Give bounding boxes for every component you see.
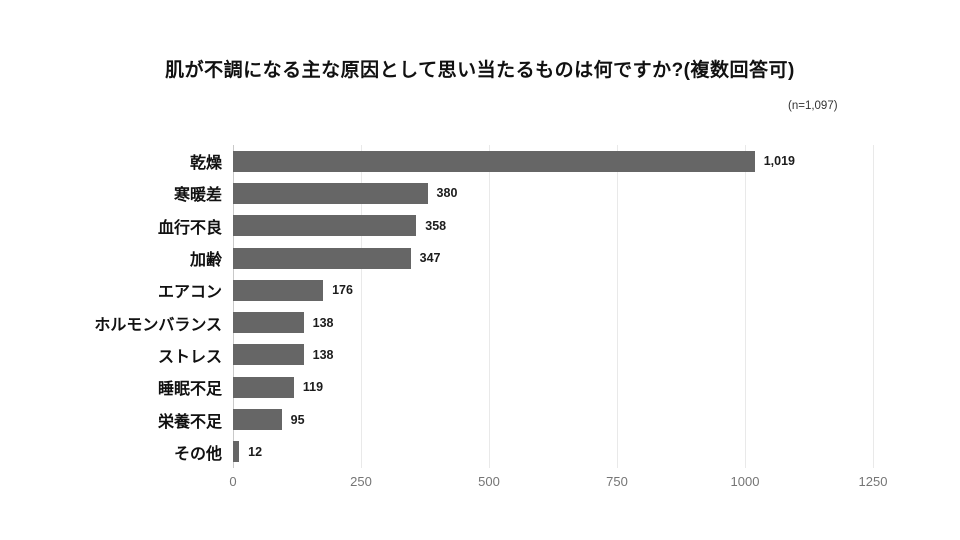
bar-track: 176 [233,274,873,306]
bar-row: 栄養不足 95 [75,403,873,435]
bar-row: ホルモンバランス 138 [75,306,873,338]
bar-track: 95 [233,403,873,435]
x-tick-label: 750 [606,474,628,489]
bar-track: 347 [233,242,873,274]
x-tick-label: 250 [350,474,372,489]
bar-row: 睡眠不足 119 [75,371,873,403]
x-gridline [489,145,490,468]
x-gridline [361,145,362,468]
y-axis-line [233,145,234,468]
x-tick-label: 0 [229,474,237,489]
value-label: 358 [425,218,447,233]
value-label: 119 [302,380,324,395]
x-axis-ticks: 0 250 500 750 1000 1250 [229,474,887,494]
bar [233,150,755,172]
category-label: ストレス [157,348,222,366]
plot-area [233,145,874,468]
bar-track: 358 [233,210,873,242]
value-label: 138 [312,315,334,330]
value-label: 176 [332,283,353,298]
bar-row: 乾燥 1,019 [75,145,873,177]
value-label: 138 [312,347,334,362]
x-gridline [617,145,618,468]
value-label: 347 [419,251,441,266]
category-label: 乾燥 [189,155,222,173]
x-tick-label: 1250 [858,474,888,489]
sample-size-label: (n=1,097) [788,100,838,112]
bar-track: 138 [233,339,873,371]
bar-row: その他 12 [75,436,873,468]
bar-row: 加齢 347 [75,242,873,274]
bar [233,441,240,463]
bar-row: ストレス 138 [75,339,873,371]
bar [233,215,417,237]
bar-row: 血行不良 358 [75,210,873,242]
chart-title: 肌が不調になる主な原因として思い当たるものは何ですか?(複数回答可) [165,60,795,81]
bar-row: エアコン 176 [75,274,873,306]
bar [233,247,411,269]
category-label: 血行不良 [157,219,222,237]
x-gridline [745,145,746,468]
bar [233,344,304,366]
x-gridline [873,145,874,468]
x-tick-label: 1000 [730,474,760,489]
bar-track: 380 [233,177,873,209]
bar-row: 寒暖差 380 [75,177,873,209]
category-label: その他 [173,445,222,463]
bar [233,312,304,334]
value-label: 95 [290,412,305,427]
bar-track: 12 [233,436,873,468]
value-label: 380 [436,186,458,201]
category-label: ホルモンバランス [94,316,222,334]
bar [233,279,324,301]
bar-track: 138 [233,306,873,338]
bar-track: 1,019 [233,145,873,177]
category-label: 加齢 [189,252,222,270]
category-label: 栄養不足 [157,413,222,431]
category-label: 睡眠不足 [157,381,222,399]
bar [233,376,294,398]
bar [233,409,282,431]
bar [233,182,428,204]
bar-rows: 乾燥 1,019 寒暖差 380 血行不良 358 加齢 347 エアコン 176 ホルモンバランス… [75,145,873,468]
bar-track: 119 [233,371,873,403]
category-label: 寒暖差 [173,187,222,205]
value-label: 12 [248,444,263,459]
category-label: エアコン [157,284,222,302]
value-label: 1,019 [763,154,795,169]
bar-chart: 乾燥 1,019 寒暖差 380 血行不良 358 加齢 347 エアコン 176 ホルモンバランス… [75,145,887,505]
x-tick-label: 500 [478,474,500,489]
